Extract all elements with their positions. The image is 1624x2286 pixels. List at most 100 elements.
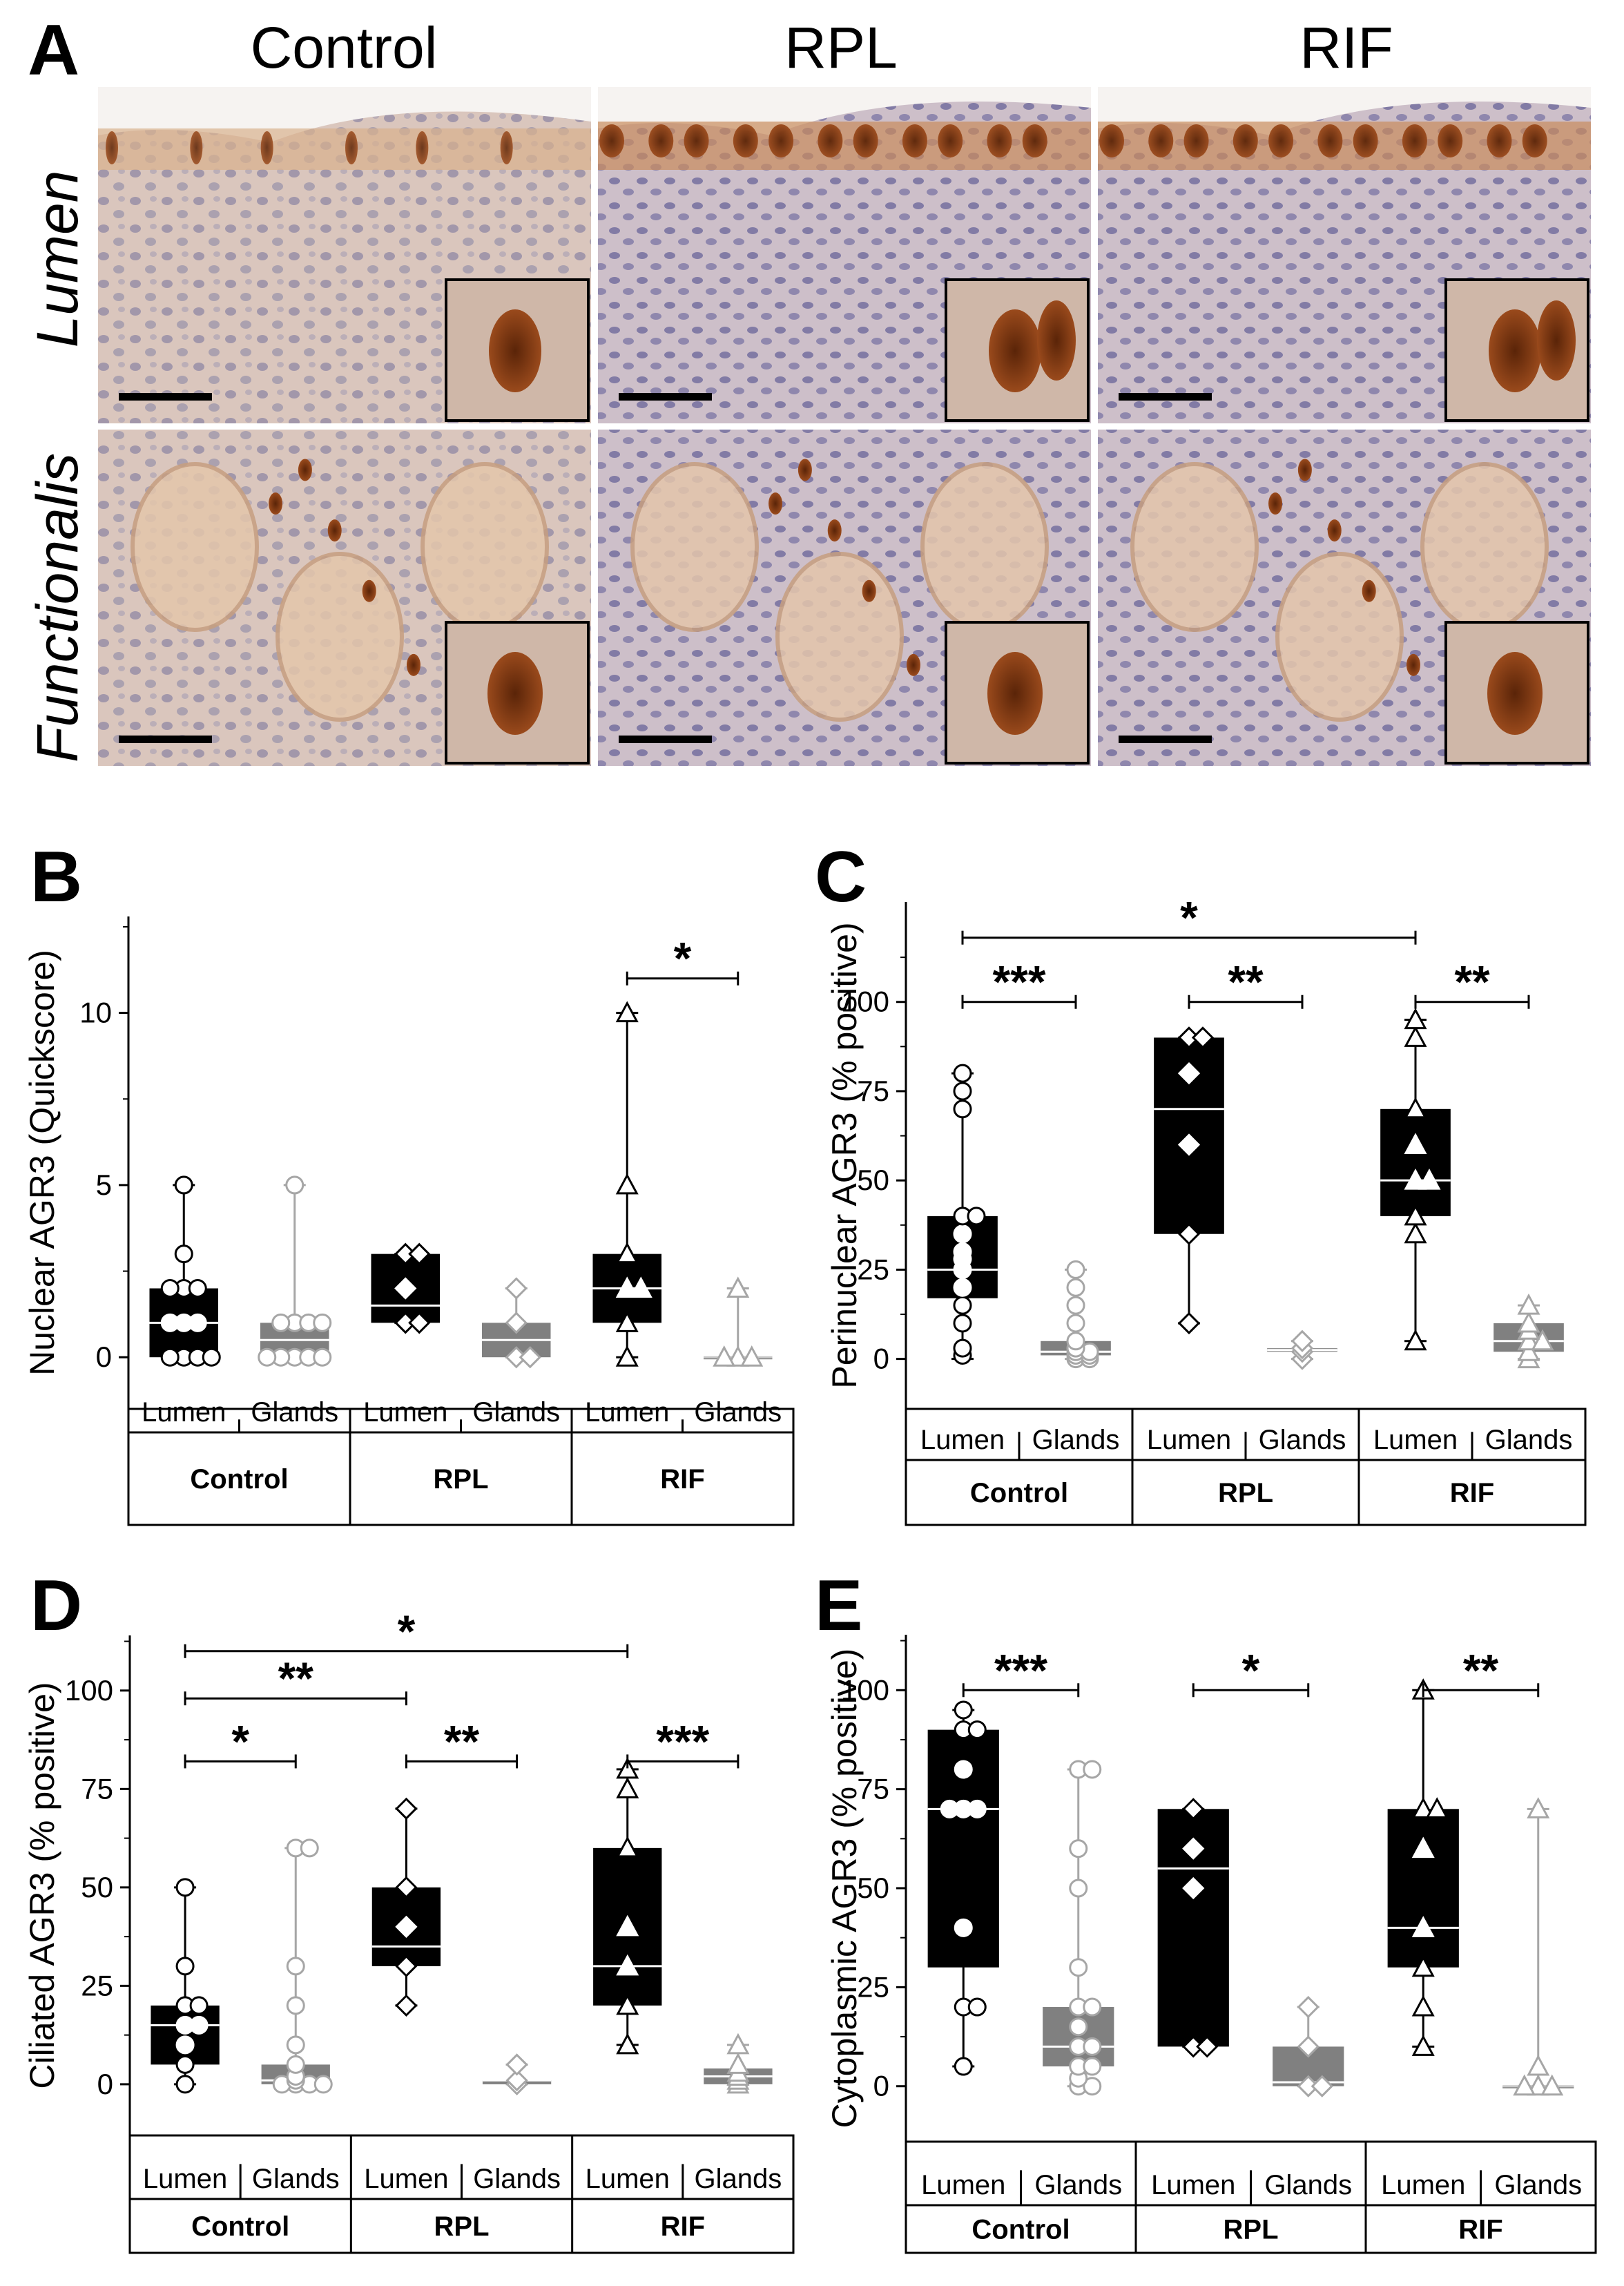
epithelium-band <box>98 128 591 170</box>
group-label: Control <box>191 2211 289 2242</box>
data-point <box>1517 1329 1540 1351</box>
y-tick-label: 100 <box>841 986 889 1018</box>
data-point <box>1083 1760 1102 1779</box>
data-point <box>519 1346 541 1369</box>
data-point <box>175 2055 195 2074</box>
data-point <box>1411 2035 1435 2056</box>
significance-label: * <box>1180 892 1198 943</box>
significance-label: * <box>398 1606 416 1657</box>
micrograph-functionalis-rif <box>1098 430 1591 766</box>
box-glands-control <box>261 1838 333 2094</box>
data-point <box>615 1276 639 1298</box>
data-point <box>271 1313 291 1332</box>
data-point <box>1404 1204 1427 1226</box>
gland-structures <box>130 459 549 722</box>
data-point <box>1083 2057 1102 2076</box>
box-glands-rif <box>1494 1293 1564 1369</box>
data-point <box>1069 1958 1088 1977</box>
y-tick-label: 5 <box>96 1169 112 1201</box>
data-point <box>285 1175 304 1195</box>
data-point <box>505 2069 528 2092</box>
data-point <box>615 1345 639 1367</box>
epithelium-band <box>598 122 1091 170</box>
category-label: Lumen <box>363 1397 447 1428</box>
data-point <box>953 1099 972 1119</box>
group-label: RPL <box>434 1464 489 1495</box>
data-point <box>258 1347 277 1367</box>
data-point <box>1404 1222 1427 1244</box>
data-point <box>1069 1839 1088 1858</box>
y-axis-label: Ciliated AGR3 (% positive) <box>23 1682 61 2088</box>
data-point <box>1540 2074 1564 2096</box>
significance-bracket: * <box>184 1716 297 1769</box>
data-point <box>1411 1916 1435 1937</box>
scale-bar <box>119 393 212 401</box>
category-table: Lumen Glands Lumen Glands Lumen Glands Control… <box>905 2140 1597 2254</box>
box-lumen-rpl <box>1157 1798 1229 2058</box>
data-point <box>1182 1876 1205 1900</box>
data-point <box>1404 1008 1427 1030</box>
micrograph-functionalis-rpl <box>598 430 1091 766</box>
box-glands-rif <box>703 1276 773 1367</box>
panel-letter-d: D <box>30 1566 82 1646</box>
data-point <box>395 1876 418 1899</box>
group-label: Control <box>970 1478 1068 1508</box>
box-glands-control <box>258 1175 332 1367</box>
data-point <box>1527 1797 1550 1818</box>
data-point <box>1177 1222 1201 1245</box>
category-label: Glands <box>1259 1425 1346 1455</box>
box-glands-rif <box>1502 1797 1574 2096</box>
data-point <box>953 1242 972 1262</box>
micrograph-lumen-control <box>98 87 591 423</box>
data-point <box>967 1720 987 1740</box>
significance-label: ** <box>1454 957 1490 1008</box>
y-axis-label: Cytoplasmic AGR3 (% positive) <box>825 1649 864 2129</box>
data-point <box>174 1245 193 1264</box>
category-label: Lumen <box>1381 2170 1465 2200</box>
category-table: Lumen Glands Lumen Glands Lumen Glands Control… <box>905 1408 1587 1526</box>
box-lumen-rif <box>593 1757 662 2055</box>
data-point <box>616 1757 639 1779</box>
data-point <box>1411 1955 1435 1977</box>
significance-bracket: ** <box>1188 957 1304 1009</box>
data-point <box>1411 1995 1435 2017</box>
category-label: Glands <box>252 2164 340 2194</box>
data-point <box>615 1311 639 1332</box>
data-point <box>175 1878 195 1897</box>
column-title-rpl: RPL <box>784 15 897 80</box>
data-point <box>953 1314 972 1333</box>
data-point <box>505 2053 528 2076</box>
data-point <box>1404 1169 1427 1190</box>
data-point <box>726 1345 750 1367</box>
group-label: RIF <box>1450 1478 1494 1508</box>
data-point <box>1066 1260 1085 1279</box>
category-label: Glands <box>1034 2170 1122 2200</box>
box-lumen-rif <box>592 1001 662 1367</box>
data-point <box>940 1799 959 1818</box>
data-point <box>953 1224 972 1244</box>
data-point <box>1196 2035 1219 2058</box>
epithelium-band <box>1098 122 1591 170</box>
data-point <box>313 1313 332 1332</box>
data-point <box>175 2035 195 2055</box>
box-iqr <box>151 2005 220 2065</box>
significance-label: *** <box>992 957 1045 1008</box>
data-point <box>1083 1997 1102 2017</box>
data-point <box>1177 1062 1201 1085</box>
gland-structures <box>1130 459 1549 722</box>
micrograph-inset <box>945 278 1090 422</box>
y-tick-label: 25 <box>857 1970 889 2003</box>
group-label: RIF <box>661 2211 705 2242</box>
data-point <box>953 1338 972 1358</box>
significance-bracket: * <box>184 1606 629 1658</box>
panel-letter-c: C <box>815 837 867 917</box>
data-point <box>1404 1026 1427 1047</box>
data-point <box>1066 1332 1085 1351</box>
y-tick-label: 25 <box>857 1253 889 1285</box>
data-point <box>1069 2017 1088 2037</box>
data-point <box>726 1276 750 1298</box>
data-point <box>408 1312 431 1334</box>
significance-label: ** <box>444 1716 480 1767</box>
chart-b: B Nuclear AGR3 (Quickscore) 0 5 10 * Lumen Glan… <box>23 837 795 1526</box>
box-lumen-rif <box>1380 1008 1451 1351</box>
